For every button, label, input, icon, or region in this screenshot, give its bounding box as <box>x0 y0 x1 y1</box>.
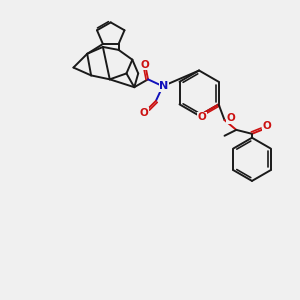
Text: O: O <box>262 121 271 131</box>
Text: O: O <box>140 108 148 118</box>
Text: O: O <box>198 112 206 122</box>
Text: O: O <box>141 60 149 70</box>
Text: N: N <box>159 81 168 91</box>
Text: O: O <box>226 113 235 123</box>
